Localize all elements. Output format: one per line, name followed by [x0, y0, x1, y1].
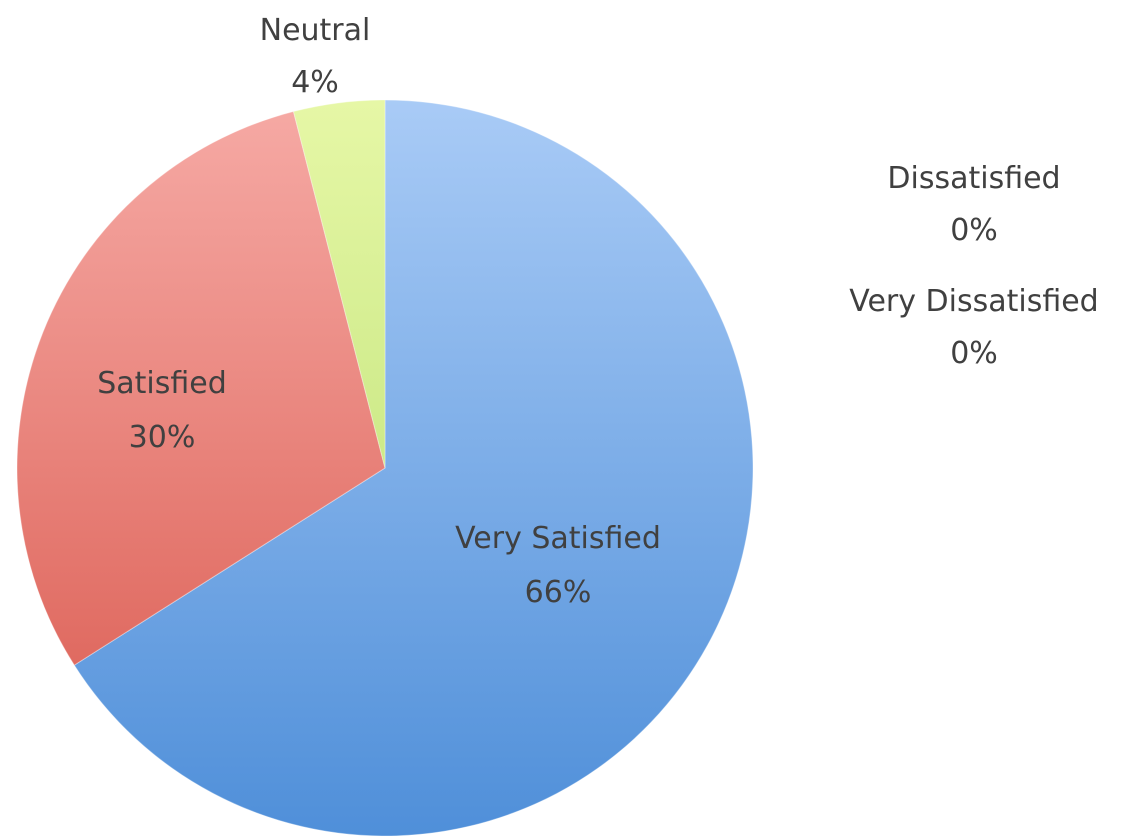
- label-satisfied-name: Satisfied: [97, 366, 227, 401]
- slice-satisfied: [16, 110, 386, 666]
- label-dissatisfied-name: Dissatisfied: [887, 161, 1060, 196]
- label-very-dissatisfied-value: 0%: [950, 336, 998, 371]
- label-dissatisfied-value: 0%: [950, 213, 998, 248]
- label-neutral-value: 4%: [291, 65, 339, 100]
- label-very-satisfied-name: Very Satisfied: [455, 521, 661, 556]
- label-very-dissatisfied-name: Very Dissatisfied: [849, 284, 1098, 319]
- pie-labels: Very Satisfied 66% Satisfied 30% Neutral…: [97, 13, 1099, 610]
- pie-slices: [16, 99, 754, 836]
- slice-very-satisfied: [73, 99, 754, 836]
- slice-neutral: [292, 99, 386, 469]
- label-satisfied-value: 30%: [129, 420, 196, 455]
- label-very-satisfied-value: 66%: [525, 575, 592, 610]
- label-neutral-name: Neutral: [260, 13, 371, 48]
